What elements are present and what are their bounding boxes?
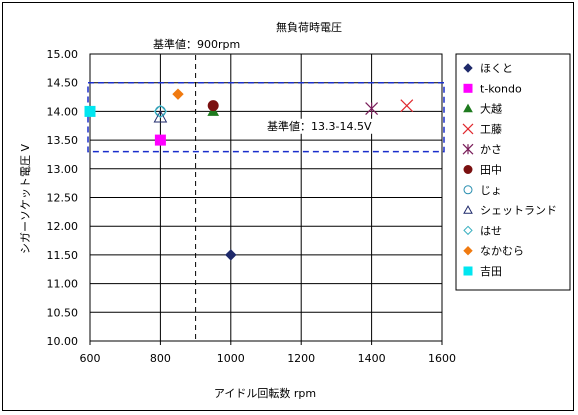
series-1 (225, 249, 237, 261)
series-4 (400, 99, 414, 113)
legend-label: 大越 (480, 102, 502, 116)
series-11 (84, 105, 96, 117)
chart-frame: 無負荷時電圧 基準値：900rpm 基準値：13.3-14.5V 10.00 10.… (2, 2, 574, 411)
data-point (154, 134, 166, 146)
legend-label: はせ (480, 224, 502, 237)
data-point (153, 104, 168, 119)
reference-rpm-label: 基準値：900rpm (153, 37, 240, 51)
x-stroke (400, 99, 414, 113)
y-tick-label: 12.50 (47, 192, 79, 205)
legend-box (455, 53, 571, 291)
x-tick-label: 1000 (217, 352, 245, 365)
legend-marker (463, 205, 473, 214)
legend-label: t-kondo (480, 82, 522, 95)
x-stroke (462, 123, 474, 135)
legend-marker (463, 83, 473, 93)
x-tick-label: 800 (150, 352, 171, 365)
y-tick-label: 14.50 (47, 77, 79, 90)
y-tick-label: 11.50 (47, 249, 79, 262)
y-tick-label: 13.50 (47, 134, 79, 147)
legend-marker (463, 185, 473, 195)
x-axis-label: アイドル回転数 rpm (214, 387, 316, 400)
series-2 (154, 134, 166, 146)
legend-marker (463, 165, 473, 174)
legend-label: シェットランド (480, 204, 557, 217)
legend-label: 田中 (480, 164, 502, 177)
y-tick-label: 14.00 (47, 105, 79, 118)
data-point (225, 249, 237, 261)
y-tick-label: 10.50 (47, 306, 79, 319)
legend-label: 吉田 (480, 265, 502, 278)
annotations: 基準値：900rpm 基準値：13.3-14.5V (87, 36, 445, 341)
legend-label: じょ (480, 184, 502, 197)
x-tick-label: 1400 (358, 352, 386, 365)
y-tick-label: 13.00 (47, 163, 79, 176)
chart-title: 無負荷時電圧 (276, 20, 342, 34)
x-tick-label: 600 (80, 352, 101, 365)
data-point (207, 100, 219, 112)
series-6 (207, 100, 219, 112)
axes: 10.00 10.50 11.00 11.50 12.00 12.50 13.00 13.50… (47, 48, 457, 365)
data-point (84, 105, 96, 117)
data-points (84, 88, 414, 261)
reference-voltage-band (87, 81, 445, 153)
series-7 (154, 105, 166, 117)
legend-marker (463, 266, 473, 276)
legend-marker (463, 225, 473, 236)
y-tick-label: 12.00 (47, 220, 79, 233)
legend-label: 工藤 (480, 123, 502, 136)
series-5 (365, 102, 379, 115)
y-tick-label: 11.00 (47, 278, 79, 291)
data-point (365, 102, 379, 115)
legend-label: かさ (480, 143, 502, 156)
x-tick-label: 1200 (287, 352, 315, 365)
plot-area (89, 53, 443, 342)
y-axis-label: シガーソケット電圧 V (19, 144, 32, 254)
series-8 (153, 110, 168, 123)
reference-rpm-label-bg (137, 36, 254, 51)
y-tick-label: 15.00 (47, 48, 79, 61)
series-9 (153, 104, 168, 119)
data-point (153, 110, 168, 123)
series-10 (172, 88, 184, 100)
legend-marker (463, 63, 473, 73)
data-point (172, 88, 184, 100)
legend-label: ほくと (480, 62, 513, 75)
y-tick-label: 10.00 (47, 335, 79, 348)
x-tick-label: 1600 (428, 352, 456, 365)
data-point (400, 99, 414, 113)
legend-label: なかむら (480, 245, 524, 258)
legend-marker (462, 123, 474, 135)
legend-marker (463, 245, 473, 256)
reference-voltage-label-bg (255, 118, 384, 134)
legend-marker (462, 143, 474, 155)
data-point (154, 105, 166, 117)
reference-voltage-label: 基準値：13.3-14.5V (267, 119, 372, 133)
legend-marker (463, 103, 473, 113)
